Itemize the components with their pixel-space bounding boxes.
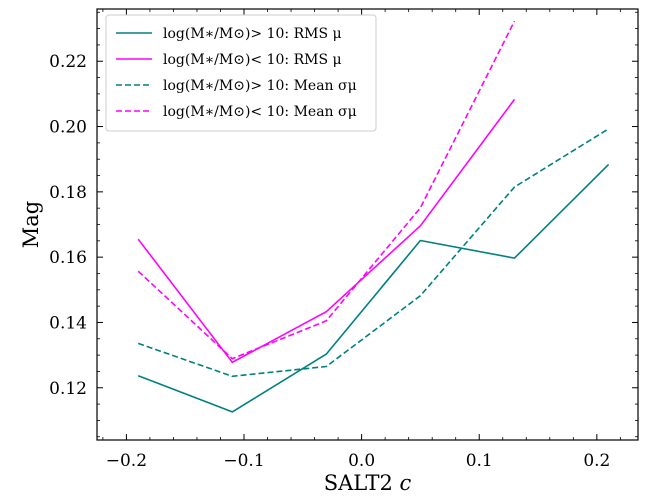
x-tick-label: 0.2 (583, 451, 610, 471)
x-tick-label: −0.1 (223, 451, 264, 471)
y-tick-label: 0.18 (49, 183, 87, 203)
x-tick-label: −0.2 (106, 451, 147, 471)
x-tick-label: 0.1 (466, 451, 493, 471)
x-axis-label-var: c (400, 471, 412, 495)
plot-lines (137, 20, 610, 413)
x-axis-label: SALT2 c (324, 471, 412, 495)
legend-box (105, 14, 377, 132)
y-tick-label: 0.12 (49, 379, 87, 399)
y-tick-label: 0.16 (49, 248, 87, 268)
series-line-2 (137, 98, 516, 364)
series-line-1 (137, 163, 610, 413)
legend-label-2: log(M∗/M⊙)< 10: RMS μ (163, 52, 342, 68)
x-tick-label: 0.0 (348, 451, 375, 471)
y-tick-label: 0.22 (49, 52, 87, 72)
series-line-4 (137, 20, 516, 360)
axis-ticks: −0.2 −0.1 0.0 0.1 0.2 0.12 0.14 0.16 0.18 0.20 0.2… (49, 9, 638, 471)
series-line-3 (137, 128, 610, 378)
legend-label-1: log(M∗/M⊙)> 10: RMS μ (163, 26, 342, 42)
x-axis-label-main: SALT2 (324, 471, 400, 495)
y-axis-label: Mag (19, 201, 43, 248)
y-tick-label: 0.20 (49, 118, 87, 138)
legend: log(M∗/M⊙)> 10: RMS μ log(M∗/M⊙)< 10: RMS… (105, 14, 377, 132)
y-tick-label: 0.14 (49, 313, 87, 333)
legend-label-4: log(M∗/M⊙)< 10: Mean σμ (163, 104, 357, 120)
legend-label-3: log(M∗/M⊙)> 10: Mean σμ (163, 78, 357, 94)
